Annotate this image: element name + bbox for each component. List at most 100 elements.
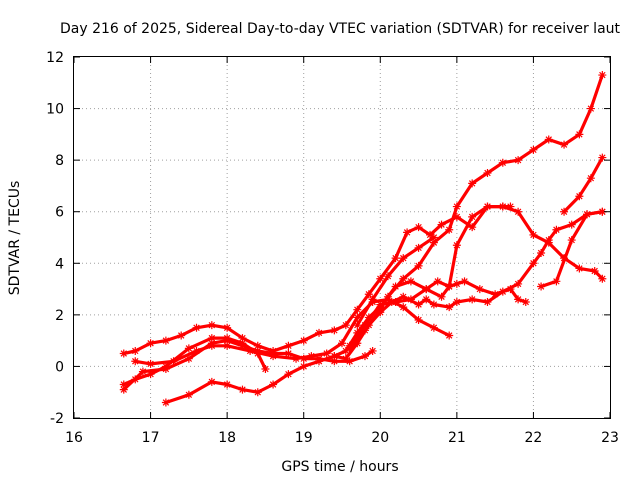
data-point	[383, 272, 392, 281]
data-point	[345, 341, 354, 350]
y-tick-label: 8	[55, 153, 64, 169]
data-point	[292, 354, 301, 363]
data-point	[514, 156, 523, 165]
data-point	[284, 349, 293, 358]
data-point	[119, 380, 128, 389]
x-tick-label: 18	[218, 430, 236, 446]
data-point	[341, 346, 350, 355]
data-point	[284, 341, 293, 350]
data-point	[138, 367, 147, 376]
data-point	[368, 346, 377, 355]
data-point	[575, 192, 584, 201]
data-point	[345, 357, 354, 366]
data-point	[452, 279, 461, 288]
series-line	[562, 156, 604, 214]
data-point	[207, 341, 216, 350]
data-point	[399, 292, 408, 301]
data-point	[583, 210, 592, 219]
data-point	[483, 202, 492, 211]
data-point	[445, 303, 454, 312]
data-point	[353, 305, 362, 314]
data-point	[341, 321, 350, 330]
data-point	[567, 236, 576, 245]
data-point	[376, 274, 385, 283]
x-tick-label: 23	[601, 430, 619, 446]
series-track-7	[345, 71, 607, 353]
data-point	[445, 331, 454, 340]
y-tick-label: 4	[55, 256, 64, 272]
data-point	[537, 282, 546, 291]
series-line	[355, 235, 436, 327]
data-point	[315, 354, 324, 363]
data-point	[368, 295, 377, 304]
data-point	[529, 145, 538, 154]
data-point	[452, 212, 461, 221]
data-point	[261, 365, 270, 374]
data-point	[253, 388, 262, 397]
data-point	[529, 259, 538, 268]
data-point	[414, 300, 423, 309]
data-point	[207, 377, 216, 386]
data-point	[299, 362, 308, 371]
x-tick-label: 20	[371, 430, 389, 446]
data-point	[468, 295, 477, 304]
data-point	[184, 344, 193, 353]
data-point	[560, 140, 569, 149]
y-tick-label: 10	[46, 102, 64, 118]
data-point	[146, 359, 155, 368]
data-point	[223, 323, 232, 332]
series-line	[122, 339, 375, 392]
data-point	[590, 267, 599, 276]
data-point	[119, 349, 128, 358]
data-point	[445, 225, 454, 234]
data-point	[452, 297, 461, 306]
y-tick-label: 2	[55, 308, 64, 324]
data-point	[567, 220, 576, 229]
data-point	[207, 321, 216, 330]
data-point	[391, 254, 400, 263]
data-point	[429, 323, 438, 332]
data-point	[161, 365, 170, 374]
data-point	[422, 295, 431, 304]
data-point	[460, 277, 469, 286]
data-point	[544, 238, 553, 247]
data-point	[429, 238, 438, 247]
data-point	[498, 158, 507, 167]
data-point	[391, 297, 400, 306]
data-point	[537, 248, 546, 257]
x-tick-label: 21	[448, 430, 466, 446]
data-point	[598, 274, 607, 283]
data-point	[552, 225, 561, 234]
data-point	[403, 228, 412, 237]
data-point	[360, 326, 369, 335]
x-tick-label: 16	[65, 430, 83, 446]
series-track-9	[353, 233, 438, 330]
data-point	[353, 339, 362, 348]
data-point	[437, 292, 446, 301]
data-point	[269, 346, 278, 355]
data-point	[383, 292, 392, 301]
data-point	[253, 341, 262, 350]
data-point	[452, 241, 461, 250]
data-point	[360, 321, 369, 330]
data-point	[131, 357, 140, 366]
data-point	[445, 282, 454, 291]
data-point	[341, 354, 350, 363]
data-point	[131, 346, 140, 355]
data-point	[521, 297, 530, 306]
data-point	[598, 207, 607, 216]
data-point	[169, 357, 178, 366]
data-point	[246, 346, 255, 355]
data-point	[514, 279, 523, 288]
x-tick-label: 22	[525, 430, 543, 446]
data-point	[468, 179, 477, 188]
series-track-8	[345, 202, 515, 350]
data-point	[146, 370, 155, 379]
data-point	[269, 380, 278, 389]
data-point	[399, 303, 408, 312]
data-point	[483, 297, 492, 306]
chart-title: Day 216 of 2025, Sidereal Day-to-day VTE…	[60, 21, 621, 37]
data-point	[560, 207, 569, 216]
y-tick-label: 0	[55, 359, 64, 375]
